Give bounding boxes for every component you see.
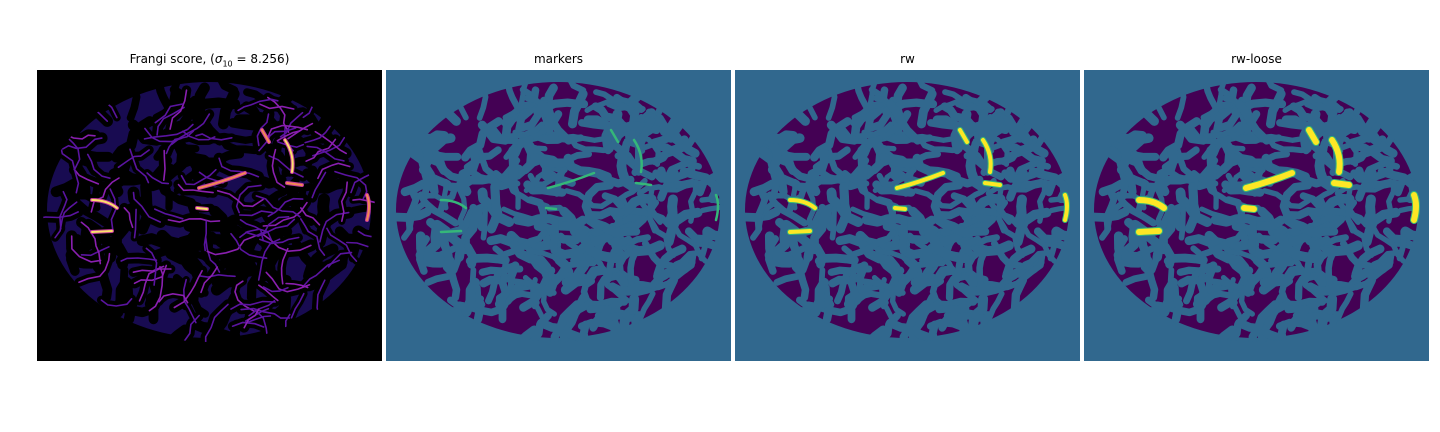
rw-loose-title: rw-loose [1231,52,1282,66]
rw-image [735,70,1080,361]
rw-loose-image [1084,70,1429,361]
rw-title: rw [900,52,915,66]
markers-canvas [386,70,731,361]
rw-loose-canvas [1084,70,1429,361]
frangi-title: Frangi score, (σ10 = 8.256) [129,52,290,69]
rw-canvas [735,70,1080,361]
markers-title: markers [533,52,584,66]
markers-image [386,70,731,361]
frangi-score-canvas [37,70,382,361]
frangi-score-image [37,70,382,361]
